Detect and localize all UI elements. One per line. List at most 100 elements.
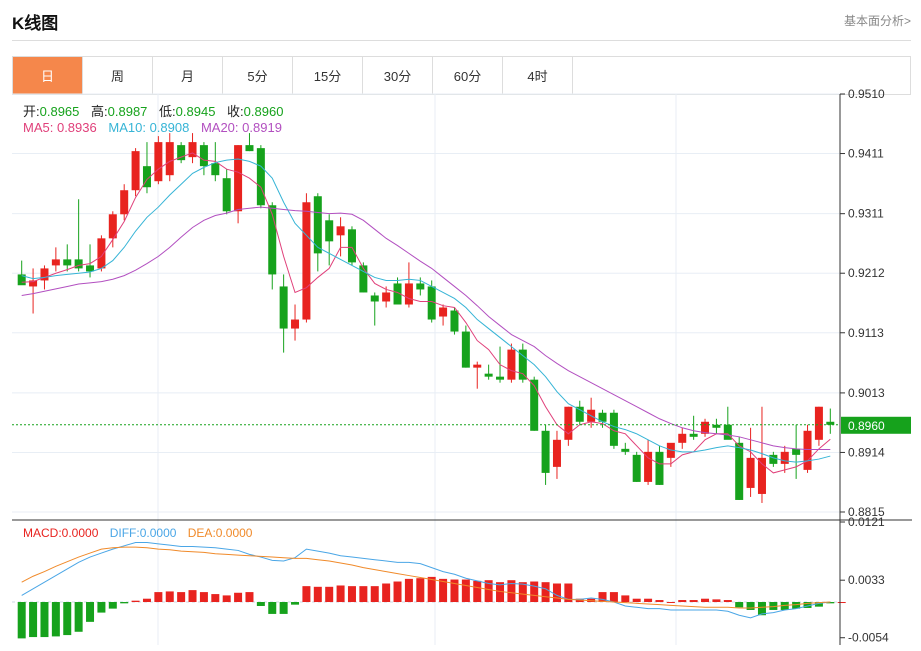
- macd-bar: [245, 592, 254, 603]
- macd-bar: [313, 586, 322, 603]
- candle-body: [131, 151, 140, 191]
- candle-body: [347, 229, 356, 263]
- y-tick-label: 0.9113: [848, 326, 884, 340]
- macd-bar: [86, 602, 95, 622]
- candle-body: [142, 166, 151, 188]
- candle-body: [598, 412, 607, 422]
- low-value: 0.8945: [175, 104, 216, 119]
- macd-bar: [723, 600, 732, 603]
- candle-body: [723, 424, 732, 440]
- candle-body: [63, 259, 72, 266]
- macd-bar: [450, 579, 459, 603]
- candle-body: [507, 349, 516, 380]
- macd-bar: [678, 600, 687, 603]
- candle-body: [222, 178, 231, 212]
- tab-day[interactable]: 日: [13, 57, 83, 94]
- candle-body: [530, 379, 539, 431]
- candle-body: [325, 220, 334, 242]
- fundamental-analysis-link[interactable]: 基本面分析>: [843, 14, 911, 28]
- macd-bar: [279, 602, 288, 614]
- ma-readout: MA5: 0.8936 MA10: 0.8908 MA20: 0.8919: [23, 120, 290, 135]
- ma10-label: MA10:: [108, 120, 146, 135]
- candle-body: [370, 295, 379, 302]
- ma20-value: 0.8919: [242, 120, 282, 135]
- candle-body: [632, 454, 641, 482]
- macd-bar: [427, 576, 436, 603]
- candle-body: [803, 430, 812, 470]
- macd-bar: [518, 582, 527, 603]
- candle-body: [74, 259, 83, 269]
- macd-bar: [256, 602, 265, 606]
- tab-month[interactable]: 月: [153, 57, 223, 94]
- ma10-line: [21, 158, 831, 463]
- last-price-label: 0.8960: [848, 419, 885, 433]
- candle-body: [746, 457, 755, 488]
- close-label: 收:: [227, 104, 244, 119]
- macd-bar: [108, 602, 117, 609]
- macd-y-tick-label: 0.0033: [848, 573, 885, 587]
- macd-bar: [735, 602, 744, 608]
- macd-bar: [712, 599, 721, 603]
- tab-30min[interactable]: 30分: [363, 57, 433, 94]
- candle-body: [336, 226, 345, 236]
- candle-body: [496, 376, 505, 380]
- macd-bar: [234, 592, 243, 603]
- macd-label: MACD:: [23, 526, 62, 540]
- diff-label: DIFF:: [109, 526, 140, 540]
- close-value: 0.8960: [243, 104, 284, 119]
- macd-bar: [609, 592, 618, 603]
- candle-body: [256, 148, 265, 206]
- macd-bar: [496, 582, 505, 603]
- y-tick-label: 0.9411: [848, 147, 884, 161]
- dea-label: DEA:: [187, 526, 216, 540]
- macd-bar: [541, 582, 550, 603]
- candle-body: [609, 412, 618, 446]
- macd-bar: [439, 578, 448, 603]
- macd-bar: [177, 592, 186, 603]
- tab-15min[interactable]: 15分: [293, 57, 363, 94]
- y-tick-label: 0.9212: [848, 266, 885, 280]
- candle-body: [689, 433, 698, 437]
- macd-bar: [598, 592, 607, 603]
- macd-bar: [757, 602, 766, 616]
- macd-bar: [803, 602, 812, 608]
- candle-body: [177, 145, 186, 161]
- divider: [12, 40, 911, 41]
- y-tick-label: 0.9013: [848, 386, 885, 400]
- candle-body: [792, 448, 801, 455]
- candle-body: [313, 196, 322, 254]
- macd-bar: [40, 602, 49, 638]
- macd-bar: [268, 602, 277, 614]
- candle-body: [780, 451, 789, 464]
- open-value: 0.8965: [39, 104, 80, 119]
- candle-body: [279, 286, 288, 329]
- tab-60min[interactable]: 60分: [433, 57, 503, 94]
- candle-body: [575, 406, 584, 422]
- candle-body: [416, 283, 425, 290]
- diff-line: [21, 542, 831, 619]
- macd-bar: [63, 602, 72, 636]
- candle-body: [473, 364, 482, 368]
- macd-y-tick-label: -0.0054: [848, 631, 889, 645]
- macd-bar: [370, 586, 379, 603]
- macd-bar: [325, 586, 334, 603]
- macd-bar: [416, 578, 425, 603]
- macd-bar: [655, 600, 664, 603]
- tab-4hour[interactable]: 4时: [503, 57, 573, 94]
- macd-bar: [17, 602, 26, 639]
- candle-body: [644, 451, 653, 482]
- candle-body: [188, 142, 197, 158]
- y-tick-label: 0.8914: [848, 445, 885, 459]
- macd-bar: [142, 598, 151, 603]
- candle-body: [484, 373, 493, 377]
- tab-5min[interactable]: 5分: [223, 57, 293, 94]
- candle-body: [245, 145, 254, 152]
- tab-week[interactable]: 周: [83, 57, 153, 94]
- macd-bar: [291, 602, 300, 605]
- candle-body: [541, 430, 550, 473]
- page-title: K线图: [12, 14, 59, 33]
- dea-line: [21, 546, 831, 609]
- candle-body: [393, 283, 402, 305]
- macd-bar: [165, 591, 174, 603]
